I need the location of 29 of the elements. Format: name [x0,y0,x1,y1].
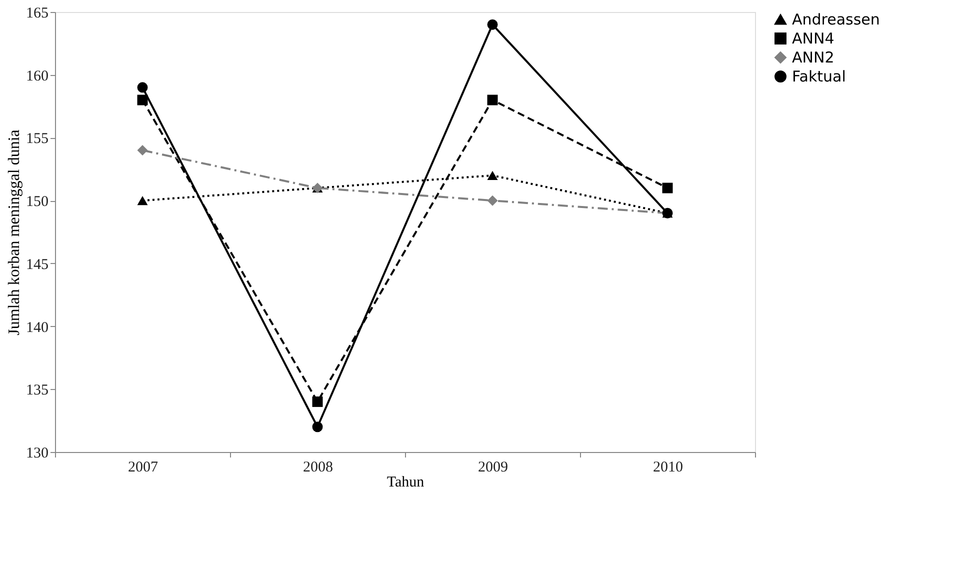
legend-label: ANN2 [792,48,834,66]
y-tick-label: 155 [26,131,48,148]
legend-label: ANN4 [792,30,834,48]
point [137,145,148,156]
y-tick-label: 150 [26,194,48,210]
x-tick-label: 2008 [303,460,333,476]
x-tick-label: 2010 [653,460,683,476]
legend-label: Faktual [792,68,846,86]
legend-label: Andreassen [792,10,880,28]
y-tick-label: 145 [26,256,48,273]
point [137,196,148,206]
y-axis-title: Jumlah korban meninggal dunia [6,130,23,336]
point [662,182,673,194]
point [312,396,323,407]
y-tick-label: 160 [26,68,48,84]
point [137,82,148,93]
y-tick-label: 140 [26,320,48,336]
point [487,19,498,30]
point [487,195,498,206]
point [487,94,498,106]
x-axis-title: Tahun [386,474,425,490]
y-tick-label: 135 [26,382,48,399]
point [487,170,498,180]
point [312,422,323,432]
x-tick-label: 2009 [478,460,508,476]
x-tick-label: 2007 [128,460,158,476]
y-tick-label: 130 [26,446,48,462]
point [137,94,148,106]
y-tick-label: 165 [26,6,48,22]
